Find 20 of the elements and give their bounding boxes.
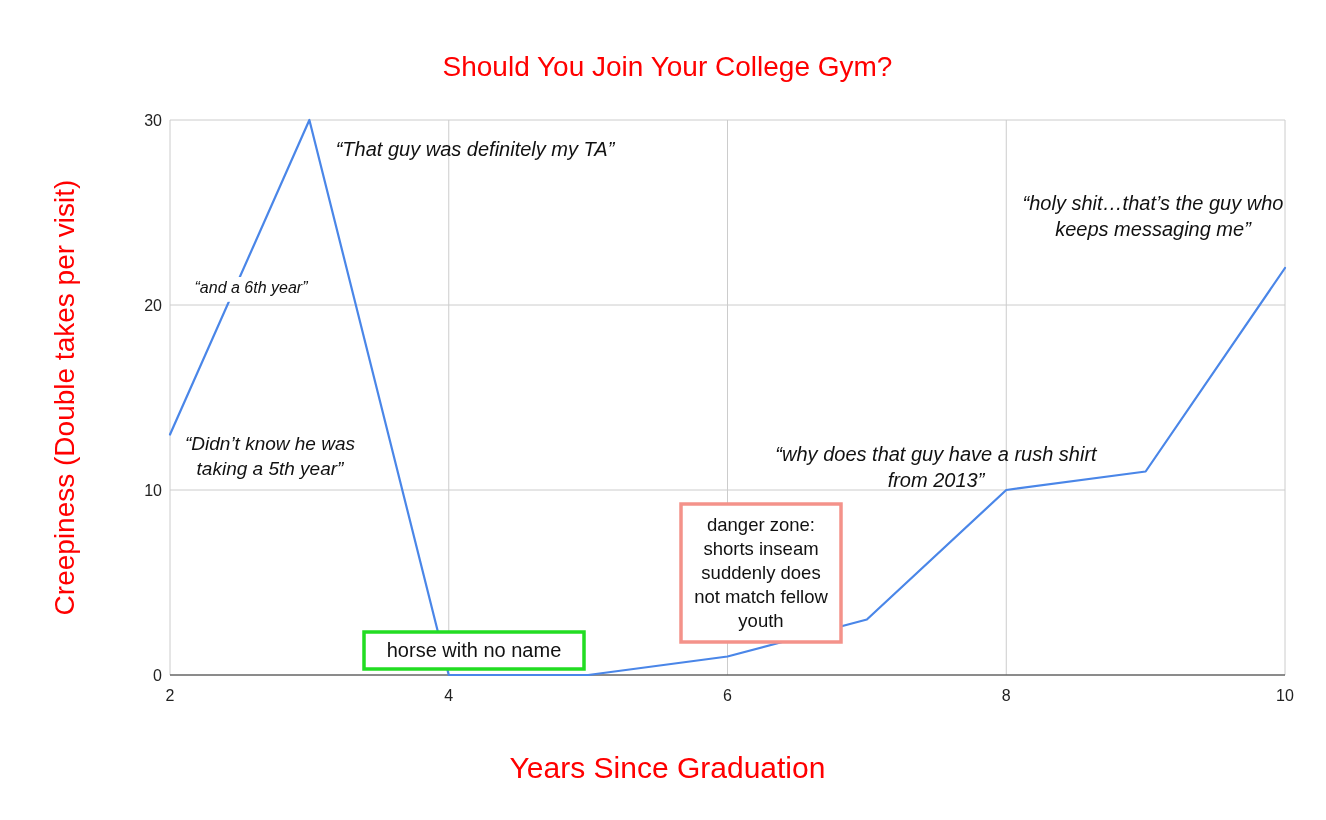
y-tick-label: 20 [144, 296, 163, 314]
y-tick-label: 10 [144, 481, 163, 499]
x-tick-label: 4 [444, 687, 454, 704]
annotation: “That guy was definitely my TA” [335, 138, 616, 160]
x-tick-label: 8 [1001, 687, 1011, 704]
annotation: “holy shit…that’s the guy who keeps messaging me” [1022, 192, 1284, 240]
line-series [168, 118, 1287, 677]
x-tick-label: 2 [165, 687, 175, 704]
chart-title: Should You Join Your College Gym? [442, 51, 893, 82]
annotation: “Didn’t know he was taking a 5th year” [184, 433, 356, 479]
annotation: “why does that guy have a rush shirt from 2013” [775, 443, 1099, 491]
annotation: horse with no name [386, 639, 562, 661]
x-tick-label: 10 [1276, 687, 1294, 704]
annotation: “and a 6th year” [194, 279, 309, 296]
x-tick-label: 6 [723, 687, 733, 704]
annotation: danger zone: shorts inseam suddenly does not match fellow youth [694, 514, 829, 632]
x-axis-title: Years Since Graduation [509, 751, 826, 784]
y-tick-label: 30 [144, 111, 163, 129]
y-tick-label: 0 [153, 666, 163, 684]
y-axis-title: Creepiness (Double takes per visit) [49, 179, 80, 616]
